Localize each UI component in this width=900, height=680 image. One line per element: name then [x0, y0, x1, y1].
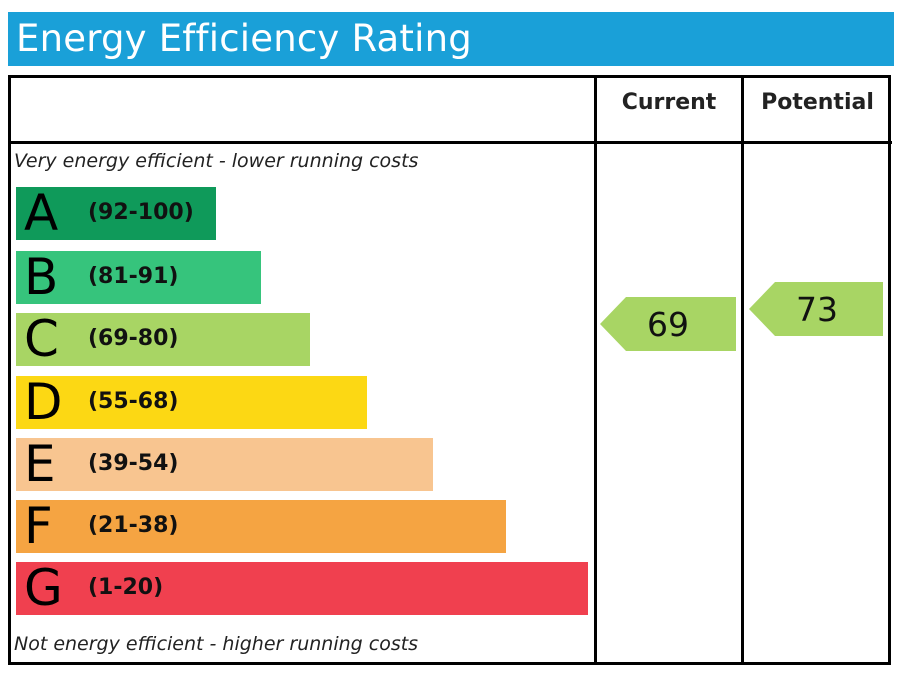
band-g: G (1-20) [16, 559, 588, 617]
band-d: D (55-68) [16, 373, 367, 431]
band-range: (81-91) [88, 264, 179, 289]
band-b: B (81-91) [16, 248, 261, 306]
efficient-note: Very energy efficient - lower running co… [14, 150, 419, 172]
band-range: (69-80) [88, 326, 179, 351]
current-marker-arrow [600, 297, 736, 352]
band-f: F (21-38) [16, 497, 506, 555]
inefficient-note: Not energy efficient - higher running co… [14, 633, 419, 655]
band-range: (55-68) [88, 389, 179, 414]
chart-title: Energy Efficiency Rating [16, 17, 472, 60]
band-range: (39-54) [88, 451, 179, 476]
rating-table-frame [8, 75, 891, 665]
potential-column-header: Potential [761, 90, 874, 115]
potential-rating-marker: 73 [749, 281, 883, 336]
current-rating-value: 69 [647, 305, 689, 344]
band-range: (1-20) [88, 575, 164, 600]
band-letter: G [24, 559, 63, 617]
band-c: C (69-80) [16, 310, 310, 368]
header-divider [8, 141, 892, 144]
potential-marker-arrow [749, 281, 883, 336]
title-bar: Energy Efficiency Rating [8, 12, 894, 66]
band-letter: E [24, 435, 56, 493]
current-rating-marker: 69 [600, 297, 736, 352]
band-letter: C [24, 310, 59, 368]
band-letter: D [24, 373, 63, 431]
column-divider-potential [741, 75, 744, 665]
band-letter: F [24, 497, 53, 555]
band-a: A (92-100) [16, 184, 216, 242]
band-range: (92-100) [88, 200, 194, 225]
band-e: E (39-54) [16, 435, 433, 493]
potential-rating-value: 73 [796, 290, 838, 329]
band-letter: A [24, 184, 59, 242]
band-range: (21-38) [88, 513, 179, 538]
current-column-header: Current [621, 90, 717, 115]
column-divider-current [594, 75, 597, 665]
band-letter: B [24, 248, 59, 306]
